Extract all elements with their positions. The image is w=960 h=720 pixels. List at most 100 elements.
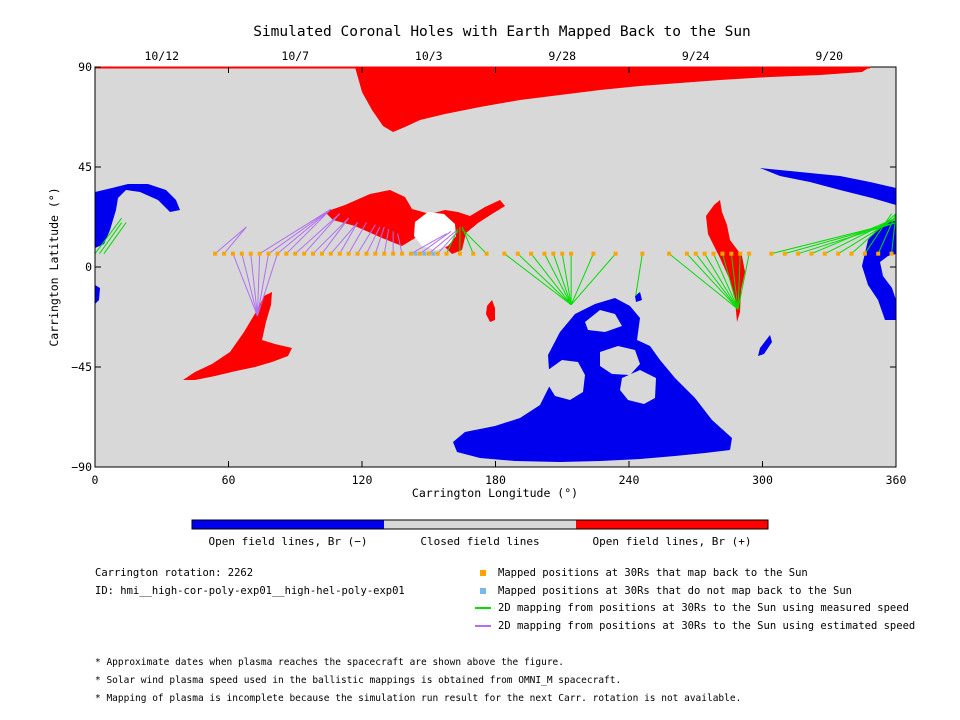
colorbar-closed <box>384 520 576 529</box>
measured-mapping-line <box>94 217 123 254</box>
mapped-point <box>747 251 752 256</box>
mapped-point <box>809 251 814 256</box>
mapped-point <box>391 251 396 256</box>
measured-mapping-line <box>721 253 739 310</box>
mapped-point <box>502 251 507 256</box>
estimated-mapping-line <box>277 208 332 255</box>
mapped-point <box>302 251 307 256</box>
estimated-mapping-line <box>256 253 270 316</box>
unmapped-point <box>413 251 418 256</box>
mapped-point <box>542 251 547 256</box>
negative-speck-2 <box>635 292 642 302</box>
negative-hole-north-east <box>760 168 896 205</box>
estimated-mapping-line <box>428 231 456 255</box>
measured-mapping-line <box>570 253 594 305</box>
y-tick-label: −45 <box>71 360 92 374</box>
colorbar-label-positive: Open field lines, Br (+) <box>593 535 752 548</box>
measured-mapping-line <box>737 253 741 310</box>
estimated-mapping-line <box>241 253 258 317</box>
mapped-point <box>729 251 734 256</box>
mapped-point <box>515 251 520 256</box>
carrington-rotation: Carrington rotation: 2262 <box>95 567 254 579</box>
y-tick-label: 45 <box>78 160 92 174</box>
mapped-point <box>400 251 405 256</box>
measured-mapping-line <box>811 217 897 255</box>
mapped-point <box>560 251 565 256</box>
mapped-point <box>373 251 378 256</box>
mapped-point <box>319 251 324 256</box>
estimated-mapping-line <box>321 217 350 254</box>
mapped-point <box>417 251 422 256</box>
estimated-mapping-line <box>259 208 332 255</box>
mapped-point <box>684 251 689 256</box>
estimated-mapping-line <box>366 226 381 254</box>
mapped-point <box>796 251 801 256</box>
mapped-point <box>720 251 725 256</box>
mapped-point <box>591 251 596 256</box>
x-axis-label: Carrington Longitude (°) <box>412 486 578 500</box>
mapped-point <box>275 251 280 256</box>
measured-mapping-line <box>530 253 572 306</box>
measured-mapping-line <box>504 253 572 306</box>
mapped-point <box>836 251 841 256</box>
mapped-point <box>337 251 342 256</box>
y-tick-label: 90 <box>78 60 92 74</box>
closed-island-s2 <box>547 360 585 400</box>
measured-mapping-line <box>668 253 739 310</box>
closed-island-s3 <box>600 346 640 375</box>
colorbar-frame <box>191 519 769 530</box>
mapped-point <box>569 251 574 256</box>
estimated-mapping-line <box>303 213 341 254</box>
unmapped-point <box>422 251 427 256</box>
x-tick-label: 0 <box>92 473 99 487</box>
mapped-point <box>640 251 645 256</box>
mapped-point <box>266 251 271 256</box>
measured-mapping-line <box>99 222 123 254</box>
top-date-label: 10/12 <box>144 49 179 63</box>
run-id: ID: hmi__high-cor-poly-exp01__high-hel-p… <box>95 585 405 597</box>
measured-mapping-line <box>713 253 739 310</box>
top-date-label: 10/7 <box>281 49 309 63</box>
x-tick-label: 240 <box>619 473 640 487</box>
colorbar-positive <box>576 520 768 529</box>
estimated-mapping-line <box>348 222 367 254</box>
positive-hole-south <box>183 292 292 380</box>
estimated-mapping-line <box>339 222 358 254</box>
note-dates: * Approximate dates when plasma reaches … <box>95 657 564 668</box>
measured-mapping-line <box>561 253 572 305</box>
mapped-point <box>426 251 431 256</box>
mapped-point <box>822 251 827 256</box>
mapped-point <box>457 251 462 256</box>
measured-mapping-line <box>446 229 459 254</box>
measured-mapping-line <box>695 253 739 310</box>
estimated-mapping-line <box>383 229 390 254</box>
y-tick-label: −90 <box>71 460 92 474</box>
legend-measured-label: 2D mapping from positions at 30Rs to the… <box>498 602 909 614</box>
legend-mapped-swatch <box>480 570 486 576</box>
estimated-mapping-line <box>330 222 358 254</box>
mapped-point <box>364 251 369 256</box>
measured-mapping-line <box>686 253 739 310</box>
colorbar: Open field lines, Br (−) Closed field li… <box>191 519 769 548</box>
mapped-point <box>471 251 476 256</box>
mapped-point <box>444 251 449 256</box>
mapped-point <box>284 251 289 256</box>
mapped-point <box>248 251 253 256</box>
estimated-mapping-line <box>285 208 332 255</box>
positive-hole-small <box>486 300 495 322</box>
closed-island-s4 <box>620 370 656 404</box>
legend-unmapped-swatch <box>480 588 486 594</box>
top-date-label: 10/3 <box>415 49 443 63</box>
measured-mapping-line <box>837 217 897 255</box>
mapped-point <box>613 251 618 256</box>
mapped-point <box>551 251 556 256</box>
note-incomplete: * Mapping of plasma is incomplete becaus… <box>95 693 742 704</box>
estimated-mapping-line <box>437 231 459 255</box>
mapped-point <box>382 251 387 256</box>
unmapped-point <box>431 251 436 256</box>
estimated-mapping-line <box>419 231 452 255</box>
estimated-mapping-line <box>214 226 247 255</box>
estimated-mapping-line <box>223 226 247 254</box>
legend-estimated-swatch <box>475 625 491 627</box>
